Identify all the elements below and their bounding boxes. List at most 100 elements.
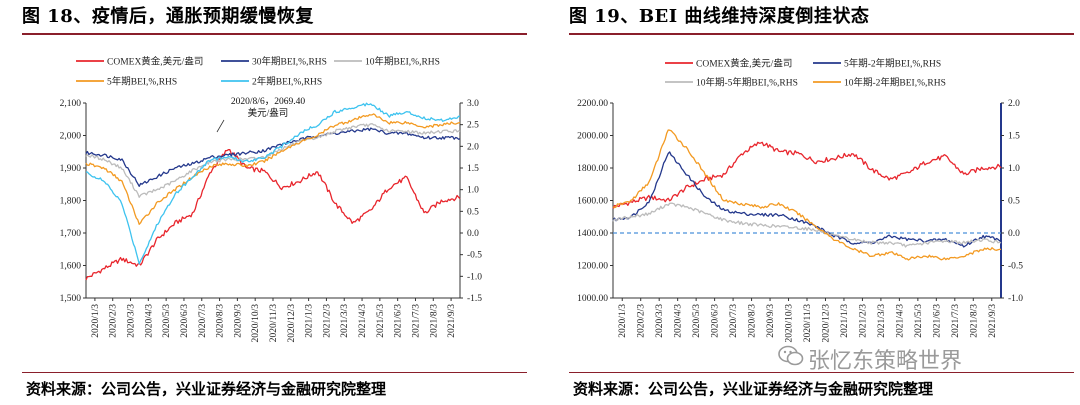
x-tick-label: 2020/12/3 [821,304,831,343]
x-tick-label: 2020/9/3 [233,304,243,338]
x-tick-label: 2020/6/3 [711,304,721,338]
legend-label: 5年期BEI,%,RHS [107,76,177,88]
x-tick-label: 2020/10/3 [251,304,261,343]
y-tick-label-left: 1,600 [60,262,82,272]
x-tick-label: 2020/10/3 [785,304,795,343]
x-tick-label: 2020/11/3 [269,304,279,342]
figure-19: 图 19、BEI 曲线维持深度倒挂状态 1000.00 1200.00 1400.0… [547,0,1077,405]
x-tick-label: 2021/9/3 [447,304,457,338]
y-tick-label-right: 1.5 [1008,132,1020,142]
y-tick-label-left: 1,800 [60,197,82,207]
y-tick-label-right: 3.0 [467,99,479,109]
series-line [85,127,461,187]
x-tick-label: 2021/1/3 [305,304,315,338]
legend-label: 30年期BEI,%,RHS [252,56,327,68]
x-tick-label: 2020/1/3 [91,304,101,338]
x-tick-label: 2020/3/3 [127,304,137,338]
x-tick-label: 2021/3/3 [340,304,350,338]
x-tick-label: 2021/7/3 [411,304,421,338]
peak-annotation-pointer [216,119,225,133]
y-tick-label-left: 1400.00 [577,229,608,239]
x-tick-label: 2020/5/3 [162,304,172,338]
x-tick-label: 2020/6/3 [180,304,190,338]
x-tick-label: 2020/11/3 [803,304,813,342]
source-divider [22,372,527,373]
y-tick-label-left: 2000.00 [577,132,608,142]
y-tick-label-left: 1,500 [60,294,82,304]
figure-title: 图 19、BEI 曲线维持深度倒挂状态 [569,6,870,27]
title-divider [22,33,527,35]
legend-label: 2年期BEI,%,RHS [252,76,322,88]
y-tick-label-right: -1.0 [1008,294,1023,304]
x-tick-label: 2021/2/3 [322,304,332,338]
x-tick-label: 2020/1/3 [618,304,628,338]
x-tick-label: 2020/4/3 [674,304,684,338]
x-tick-label: 2020/3/3 [655,304,665,338]
y-tick-label-left: 1000.00 [577,294,608,304]
series-line [85,102,461,265]
x-tick-label: 2020/2/3 [637,304,647,338]
x-tick-label: 2021/5/3 [376,304,386,338]
chart-inflation-expectations: 1,500 1,600 1,700 1,800 1,900 2,000 2,100 -1.5 -… [60,56,483,343]
series-line [612,129,1002,261]
y-tick-label-right: 0.0 [467,229,479,239]
y-tick-label-left: 1800.00 [577,164,608,174]
x-tick-label: 2020/8/3 [216,304,226,338]
y-tick-label-left: 1600.00 [577,197,608,207]
x-tick-label: 2021/3/3 [877,304,887,338]
y-tick-label-left: 2,000 [60,132,82,142]
y-tick-label-right: 2.0 [1008,99,1020,109]
y-tick-label-right: 1.5 [467,164,479,174]
y-tick-label-left: 2200.00 [577,99,608,109]
x-tick-label: 2020/4/3 [144,304,154,338]
y-tick-label-right: -1.5 [467,294,482,304]
x-tick-label: 2020/5/3 [692,304,702,338]
y-tick-label-right: 1.0 [467,186,479,196]
legend-label: 10年期-2年期BEI,%,RHS [844,77,946,89]
legend-label: 10年期-5年期BEI,%,RHS [696,77,798,89]
y-tick-label-right: -1.0 [467,272,482,282]
series-line [85,148,461,281]
x-tick-label: 2021/6/3 [394,304,404,338]
x-tick-label: 2020/2/3 [109,304,119,338]
x-tick-label: 2021/5/3 [914,304,924,338]
chart-bei-curve-spread: 1000.00 1200.00 1400.00 1600.00 1800.00 2000.… [577,58,1023,343]
legend-label: COMEX黄金,美元/盎司 [107,56,203,68]
peak-annotation-line1: 2020/8/6，2069.40 [231,97,305,107]
x-tick-label: 2021/8/3 [969,304,979,338]
x-tick-label: 2020/9/3 [766,304,776,338]
source-divider [569,372,1074,373]
wechat-icon [778,345,804,366]
legend-label: 10年期BEI,%,RHS [365,56,440,68]
x-tick-label: 2021/4/3 [358,304,368,338]
x-tick-label: 2021/2/3 [858,304,868,338]
y-tick-label-right: 2.5 [467,121,479,131]
x-tick-label: 2021/1/3 [840,304,850,338]
y-tick-label-right: 1.0 [1008,164,1020,174]
y-tick-label-right: -0.5 [1008,262,1023,272]
legend-label: 5年期-2年期BEI,%,RHS [844,58,941,70]
series-line [612,202,1002,248]
y-tick-label-right: 0.5 [1008,197,1020,207]
x-tick-label: 2020/12/3 [287,304,297,343]
x-tick-label: 2021/7/3 [951,304,961,338]
series-line [85,123,461,198]
watermark: 张忆东策略世界 [808,349,963,374]
figure-title: 图 18、疫情后，通胀预期缓慢恢复 [22,6,314,27]
x-tick-label: 2021/4/3 [895,304,905,338]
figure-source: 资料来源：公司公告，兴业证券经济与金融研究院整理 [26,380,387,398]
x-tick-label: 2020/7/3 [729,304,739,338]
y-tick-label-right: 0.5 [467,207,479,217]
x-tick-label: 2020/7/3 [198,304,208,338]
y-tick-label-left: 2,100 [60,99,82,109]
x-tick-label: 2021/9/3 [988,304,998,338]
figure-source: 资料来源：公司公告，兴业证券经济与金融研究院整理 [573,380,934,398]
y-tick-label-left: 1200.00 [577,262,608,272]
title-divider [569,33,1074,35]
x-tick-label: 2021/8/3 [429,304,439,338]
y-tick-label-right: -0.5 [467,251,482,261]
series-line [612,141,1002,209]
series-line [85,113,461,225]
peak-annotation-line2: 美元/盎司 [248,107,289,119]
y-tick-label-right: 0.0 [1008,229,1020,239]
